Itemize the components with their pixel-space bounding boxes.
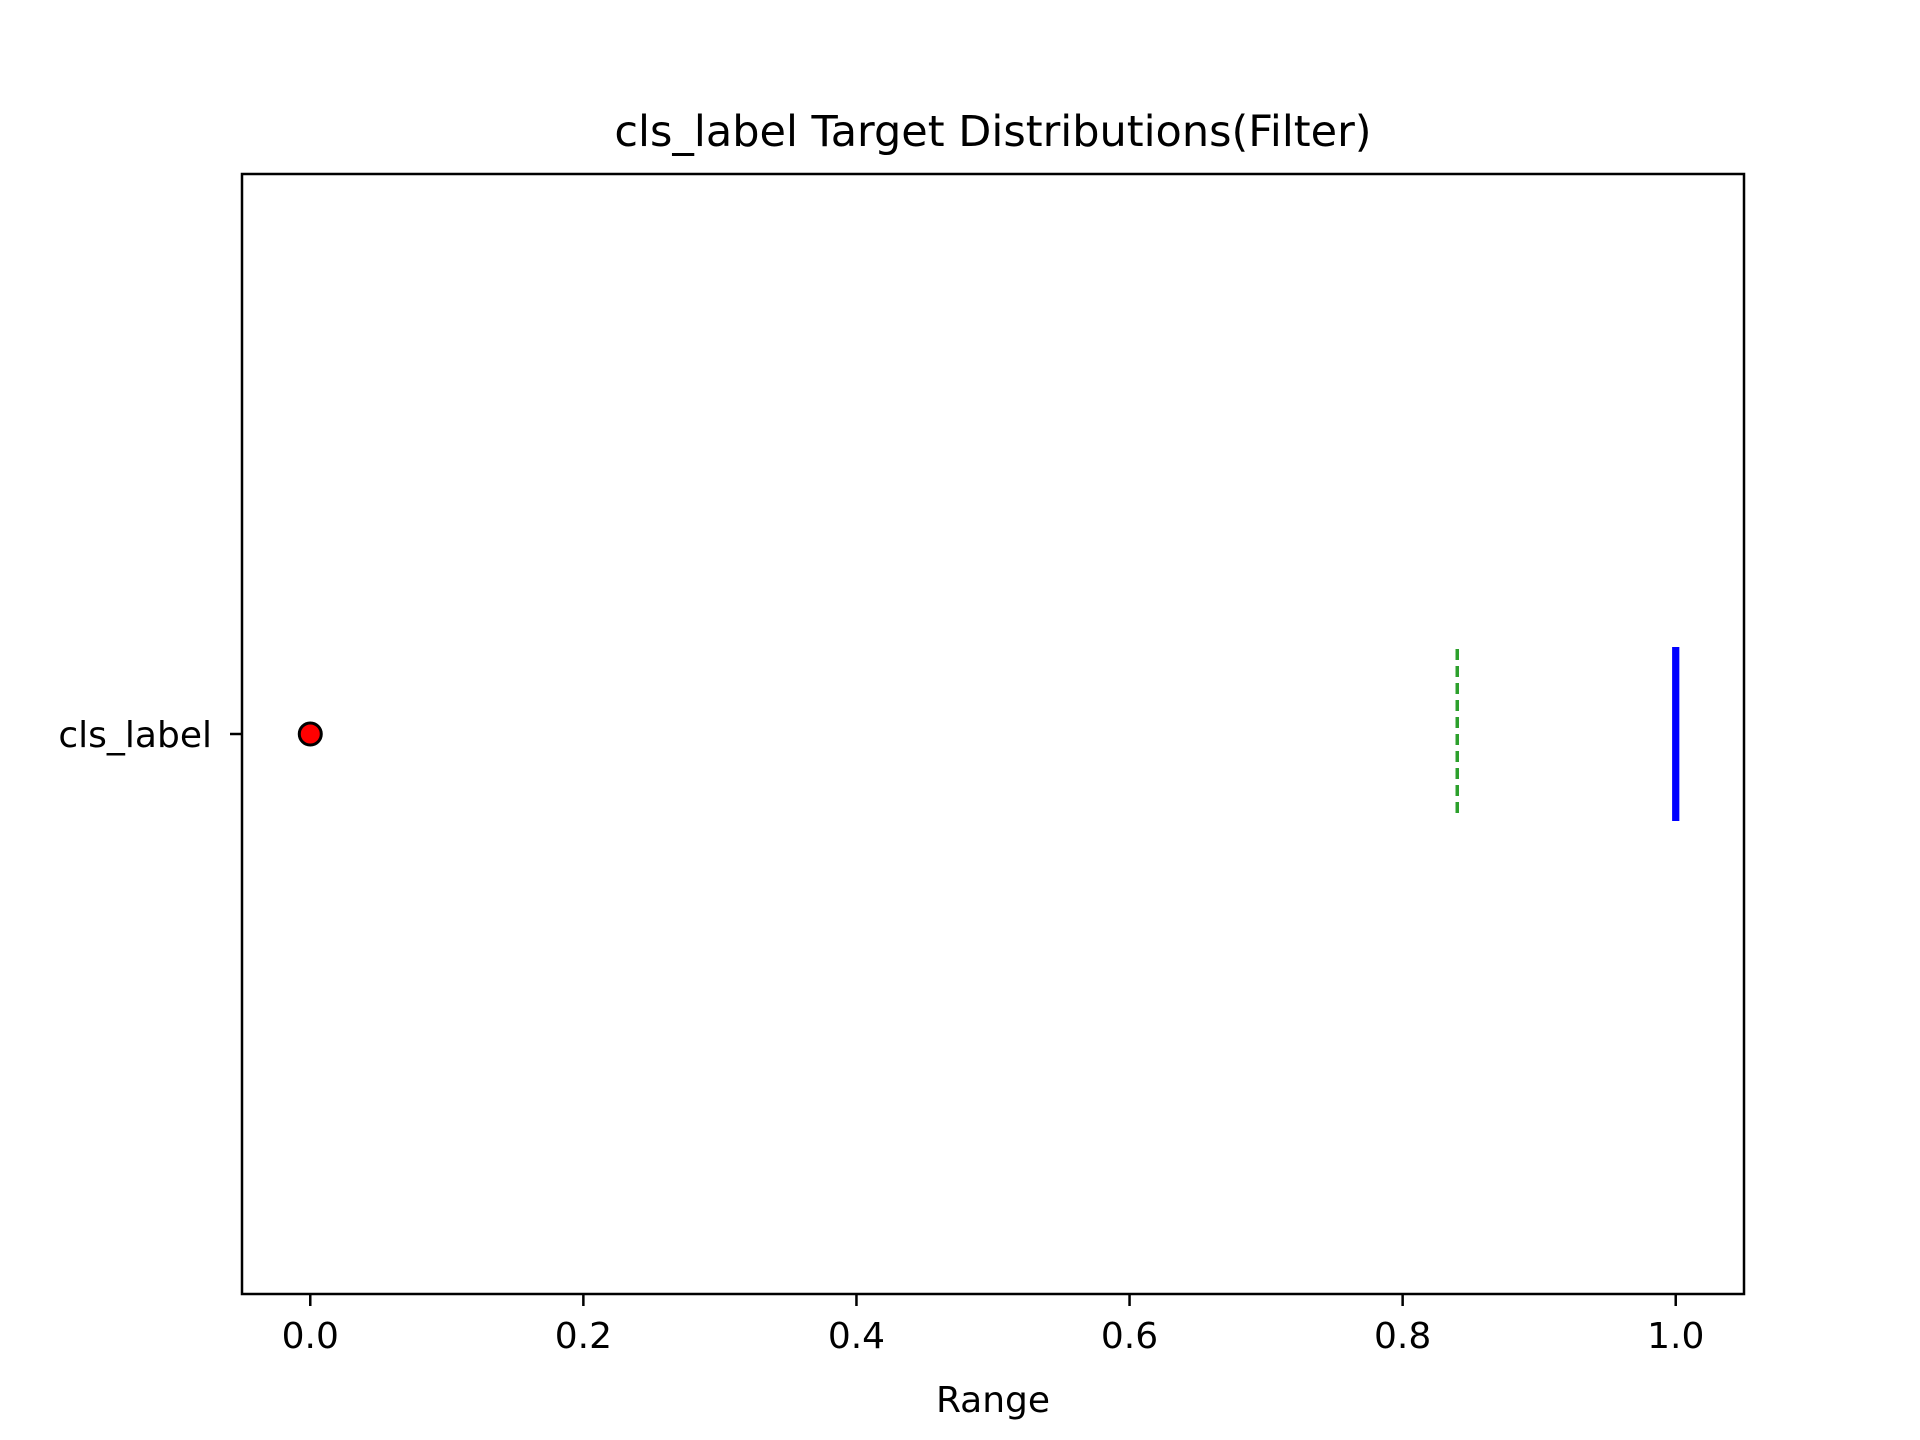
x-tick-label: 0.8 — [1374, 1316, 1431, 1357]
x-axis-ticks: 0.0 0.2 0.4 0.6 0.8 1.0 — [282, 1294, 1704, 1357]
x-tick-label: 0.0 — [282, 1316, 339, 1357]
x-tick-label: 1.0 — [1647, 1316, 1704, 1357]
outlier-point — [297, 721, 323, 747]
boxplot-marks — [297, 647, 1680, 821]
y-axis-ticks: cls_label — [58, 715, 242, 756]
y-tick-label: cls_label — [58, 715, 212, 756]
x-axis-label: Range — [936, 1380, 1050, 1421]
x-tick-label: 0.6 — [1101, 1316, 1158, 1357]
x-tick-label: 0.2 — [555, 1316, 612, 1357]
x-tick-label: 0.4 — [828, 1316, 885, 1357]
chart-title: cls_label Target Distributions(Filter) — [614, 107, 1371, 157]
